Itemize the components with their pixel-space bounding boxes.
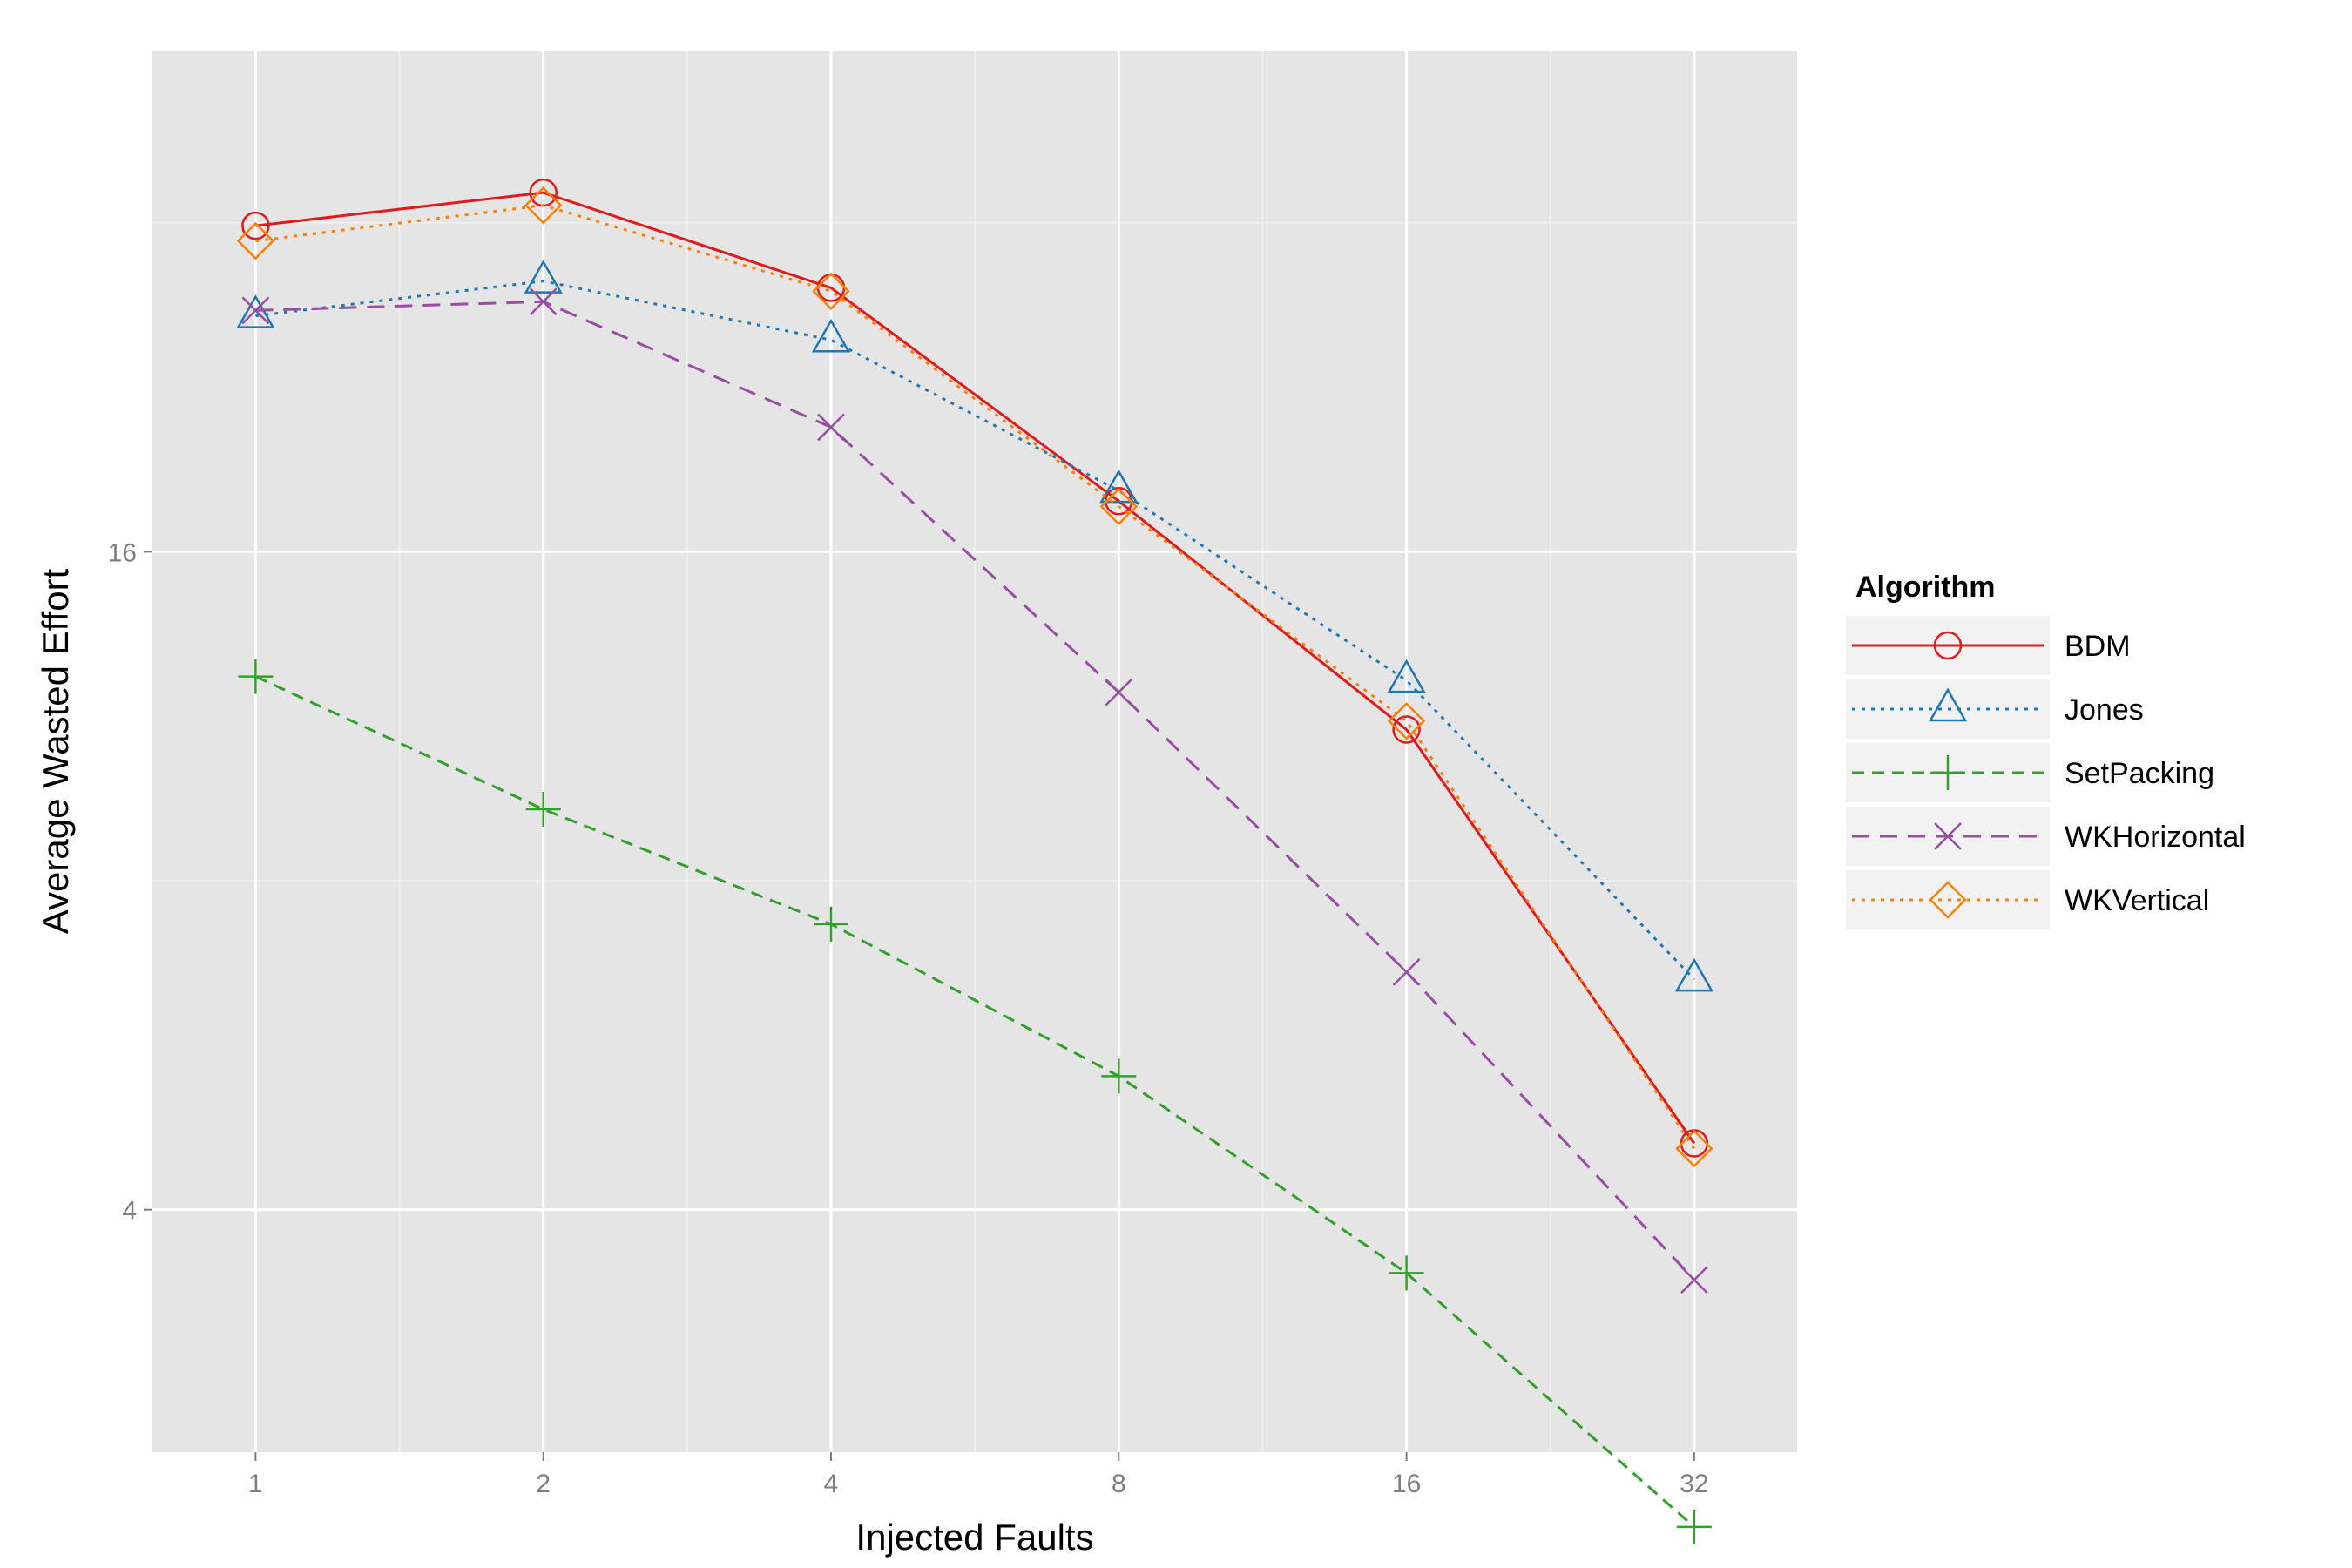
legend-marker-wkhorizontal bbox=[1934, 822, 1962, 850]
legend-label-wkhorizontal: WKHorizontal bbox=[2065, 821, 2246, 854]
series-wkvertical bbox=[236, 186, 1713, 1168]
x-tick-label: 8 bbox=[1112, 1470, 1126, 1498]
data-point-wkhorizontal bbox=[1680, 1266, 1708, 1294]
legend-marker-wkvertical bbox=[1929, 881, 1967, 919]
data-point-setpacking bbox=[238, 659, 274, 694]
data-point-jones bbox=[1387, 659, 1426, 693]
data-point-setpacking bbox=[813, 906, 848, 942]
data-point-wkhorizontal bbox=[1105, 678, 1133, 706]
y-axis-label: Average Wasted Effort bbox=[35, 568, 76, 934]
legend-title: Algorithm bbox=[1855, 571, 1996, 604]
series-jones bbox=[236, 260, 1714, 992]
data-point-wkhorizontal bbox=[817, 413, 845, 442]
data-point-jones bbox=[811, 318, 851, 353]
series-line-setpacking bbox=[254, 675, 1695, 1529]
legend-item-wkvertical: WKVertical bbox=[1844, 868, 2209, 931]
data-point-wkvertical bbox=[524, 186, 563, 225]
data-point-wkhorizontal bbox=[1392, 957, 1421, 986]
legend-label-jones: Jones bbox=[2065, 693, 2144, 727]
data-point-bdm bbox=[1392, 715, 1421, 744]
legend-item-wkhorizontal: WKHorizontal bbox=[1844, 805, 2246, 868]
series-setpacking bbox=[238, 659, 1712, 1544]
data-point-wkvertical bbox=[1675, 1129, 1713, 1168]
data-point-wkvertical bbox=[1099, 487, 1139, 526]
series-wkhorizontal bbox=[241, 287, 1708, 1294]
legend-label-bdm: BDM bbox=[2065, 630, 2131, 663]
series-group bbox=[236, 178, 1714, 1544]
x-tick-label: 4 bbox=[824, 1470, 839, 1498]
data-point-wkvertical bbox=[812, 272, 850, 311]
data-point-setpacking bbox=[1101, 1058, 1137, 1094]
series-line-jones bbox=[255, 280, 1695, 981]
data-point-setpacking bbox=[1389, 1255, 1424, 1291]
data-point-wkvertical bbox=[236, 221, 275, 260]
x-tick-label: 32 bbox=[1680, 1470, 1708, 1498]
y-tick-label: 4 bbox=[122, 1197, 137, 1226]
data-point-jones bbox=[236, 294, 275, 328]
data-point-jones bbox=[1099, 469, 1139, 504]
data-point-bdm bbox=[241, 211, 270, 240]
data-point-wkhorizontal bbox=[241, 296, 270, 325]
x-tick-label: 2 bbox=[536, 1470, 551, 1498]
series-line-wkvertical bbox=[255, 204, 1696, 1150]
legend-label-wkvertical: WKVertical bbox=[2065, 884, 2209, 917]
legend-marker-setpacking bbox=[1930, 755, 1965, 790]
x-axis-label: Injected Faults bbox=[855, 1517, 1093, 1558]
axes: Injected Faults Average Wasted Effort 1 2… bbox=[35, 538, 1709, 1558]
legend: Algorithm BDM Jones SetPacking WKHorizontal… bbox=[1844, 571, 2246, 931]
legend-item-jones: Jones bbox=[1844, 678, 2144, 740]
data-point-jones bbox=[1674, 957, 1714, 992]
data-point-jones bbox=[524, 260, 563, 294]
data-point-setpacking bbox=[525, 791, 561, 827]
legend-marker-jones bbox=[1928, 687, 1968, 722]
legend-item-setpacking: SetPacking bbox=[1844, 741, 2214, 804]
legend-label-setpacking: SetPacking bbox=[2065, 757, 2214, 790]
legend-marker-bdm bbox=[1933, 631, 1963, 660]
data-point-setpacking bbox=[1676, 1509, 1712, 1544]
grid bbox=[152, 51, 1797, 1452]
x-tick-label: 16 bbox=[1392, 1470, 1421, 1498]
data-point-wkvertical bbox=[1387, 701, 1426, 740]
series-line-bdm bbox=[255, 191, 1696, 1145]
data-point-wkhorizontal bbox=[529, 287, 558, 316]
legend-item-bdm: BDM bbox=[1844, 614, 2131, 677]
series-line-wkhorizontal bbox=[255, 300, 1695, 1281]
x-tick-label: 1 bbox=[248, 1470, 263, 1498]
y-tick-label: 16 bbox=[108, 538, 137, 567]
